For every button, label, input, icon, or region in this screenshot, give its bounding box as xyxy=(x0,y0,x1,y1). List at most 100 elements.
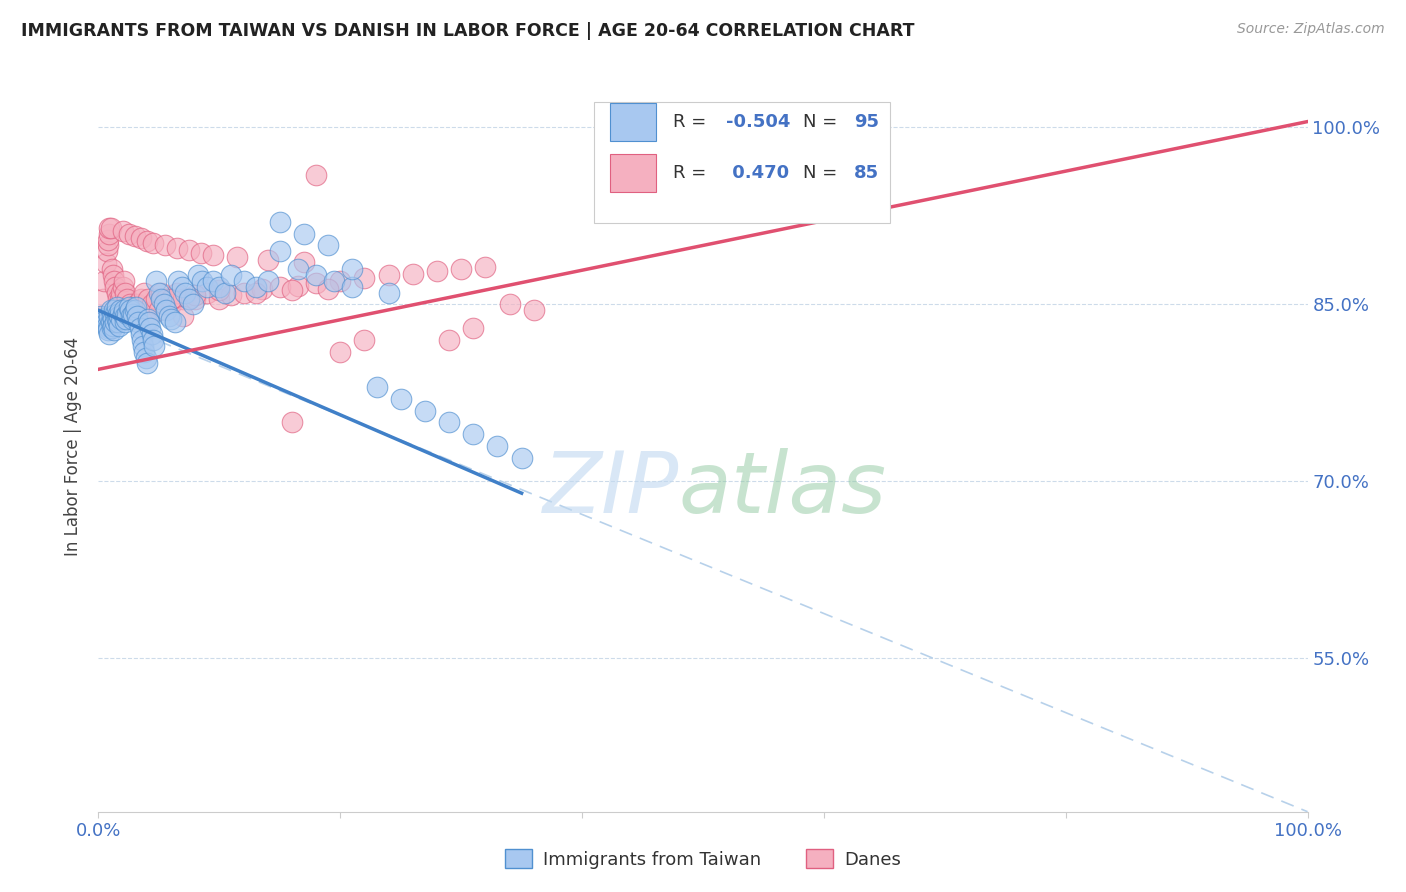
Point xyxy=(98,326,121,341)
Point xyxy=(112,274,135,288)
Point xyxy=(98,220,121,235)
Point xyxy=(108,310,131,324)
Point xyxy=(98,227,121,241)
Point xyxy=(160,311,183,326)
Point xyxy=(305,276,328,290)
Point xyxy=(179,292,201,306)
Point xyxy=(426,264,449,278)
Point xyxy=(184,288,207,302)
Point xyxy=(316,238,339,252)
Point xyxy=(121,311,143,326)
Point xyxy=(195,279,218,293)
Point xyxy=(323,274,346,288)
Point xyxy=(136,311,159,326)
Point xyxy=(181,297,204,311)
Point xyxy=(145,274,167,288)
Point xyxy=(132,339,155,353)
Point xyxy=(108,303,131,318)
Point xyxy=(129,231,152,245)
Point xyxy=(117,292,139,306)
Point xyxy=(202,248,225,262)
Point xyxy=(184,292,207,306)
Point xyxy=(114,310,136,324)
Point xyxy=(292,227,315,241)
Point xyxy=(163,315,186,329)
Point xyxy=(127,310,149,324)
Point xyxy=(474,260,496,274)
Point xyxy=(305,168,328,182)
Point xyxy=(128,321,150,335)
Point xyxy=(152,297,174,311)
Point xyxy=(221,288,243,302)
Point xyxy=(129,292,152,306)
Text: Source: ZipAtlas.com: Source: ZipAtlas.com xyxy=(1237,22,1385,37)
Point xyxy=(118,227,141,241)
Point xyxy=(157,310,180,324)
Point xyxy=(105,300,128,314)
Point xyxy=(134,344,156,359)
Point xyxy=(100,315,122,329)
Point xyxy=(96,318,118,333)
Point xyxy=(142,333,165,347)
Text: N =: N = xyxy=(803,113,844,131)
Y-axis label: In Labor Force | Age 20-64: In Labor Force | Age 20-64 xyxy=(65,336,83,556)
Point xyxy=(107,315,129,329)
Point xyxy=(179,243,201,257)
Point xyxy=(111,279,134,293)
FancyBboxPatch shape xyxy=(610,103,655,141)
Point xyxy=(125,300,148,314)
Point xyxy=(202,274,225,288)
Point xyxy=(250,282,273,296)
Point xyxy=(150,285,173,300)
Point xyxy=(114,285,136,300)
Text: atlas: atlas xyxy=(679,449,887,532)
Point xyxy=(100,303,122,318)
Point xyxy=(402,267,425,281)
Point xyxy=(377,285,399,300)
Point xyxy=(129,326,152,341)
Point xyxy=(179,292,201,306)
Point xyxy=(135,234,157,248)
Point xyxy=(342,279,364,293)
Point xyxy=(172,292,194,306)
Point xyxy=(160,297,183,311)
Point xyxy=(187,268,209,282)
Point xyxy=(170,279,193,293)
Point xyxy=(105,311,128,326)
Point xyxy=(120,310,142,324)
Point xyxy=(110,285,132,300)
Point xyxy=(100,310,122,324)
Legend: Immigrants from Taiwan, Danes: Immigrants from Taiwan, Danes xyxy=(498,841,908,876)
Point xyxy=(281,283,304,297)
Point xyxy=(329,274,352,288)
FancyBboxPatch shape xyxy=(610,154,655,192)
Point xyxy=(437,333,460,347)
Point xyxy=(486,439,509,453)
Point xyxy=(91,292,114,306)
Point xyxy=(124,310,146,324)
Point xyxy=(100,321,122,335)
Point xyxy=(107,307,129,321)
Point xyxy=(118,303,141,318)
Point xyxy=(208,292,231,306)
Point xyxy=(316,282,339,296)
Text: IMMIGRANTS FROM TAIWAN VS DANISH IN LABOR FORCE | AGE 20-64 CORRELATION CHART: IMMIGRANTS FROM TAIWAN VS DANISH IN LABO… xyxy=(21,22,914,40)
Point xyxy=(148,285,170,300)
Point xyxy=(245,279,267,293)
Point xyxy=(191,274,214,288)
Point xyxy=(208,283,231,297)
Point xyxy=(100,220,122,235)
Text: -0.504: -0.504 xyxy=(725,113,790,131)
Point xyxy=(413,403,436,417)
Point xyxy=(94,316,117,330)
Text: 95: 95 xyxy=(855,113,879,131)
Point xyxy=(101,318,124,333)
Point xyxy=(112,303,135,318)
Point xyxy=(97,321,120,335)
Point xyxy=(97,238,120,252)
Point xyxy=(292,255,315,269)
Point xyxy=(104,315,127,329)
Point xyxy=(122,307,145,321)
Point xyxy=(190,245,212,260)
Point xyxy=(377,268,399,282)
